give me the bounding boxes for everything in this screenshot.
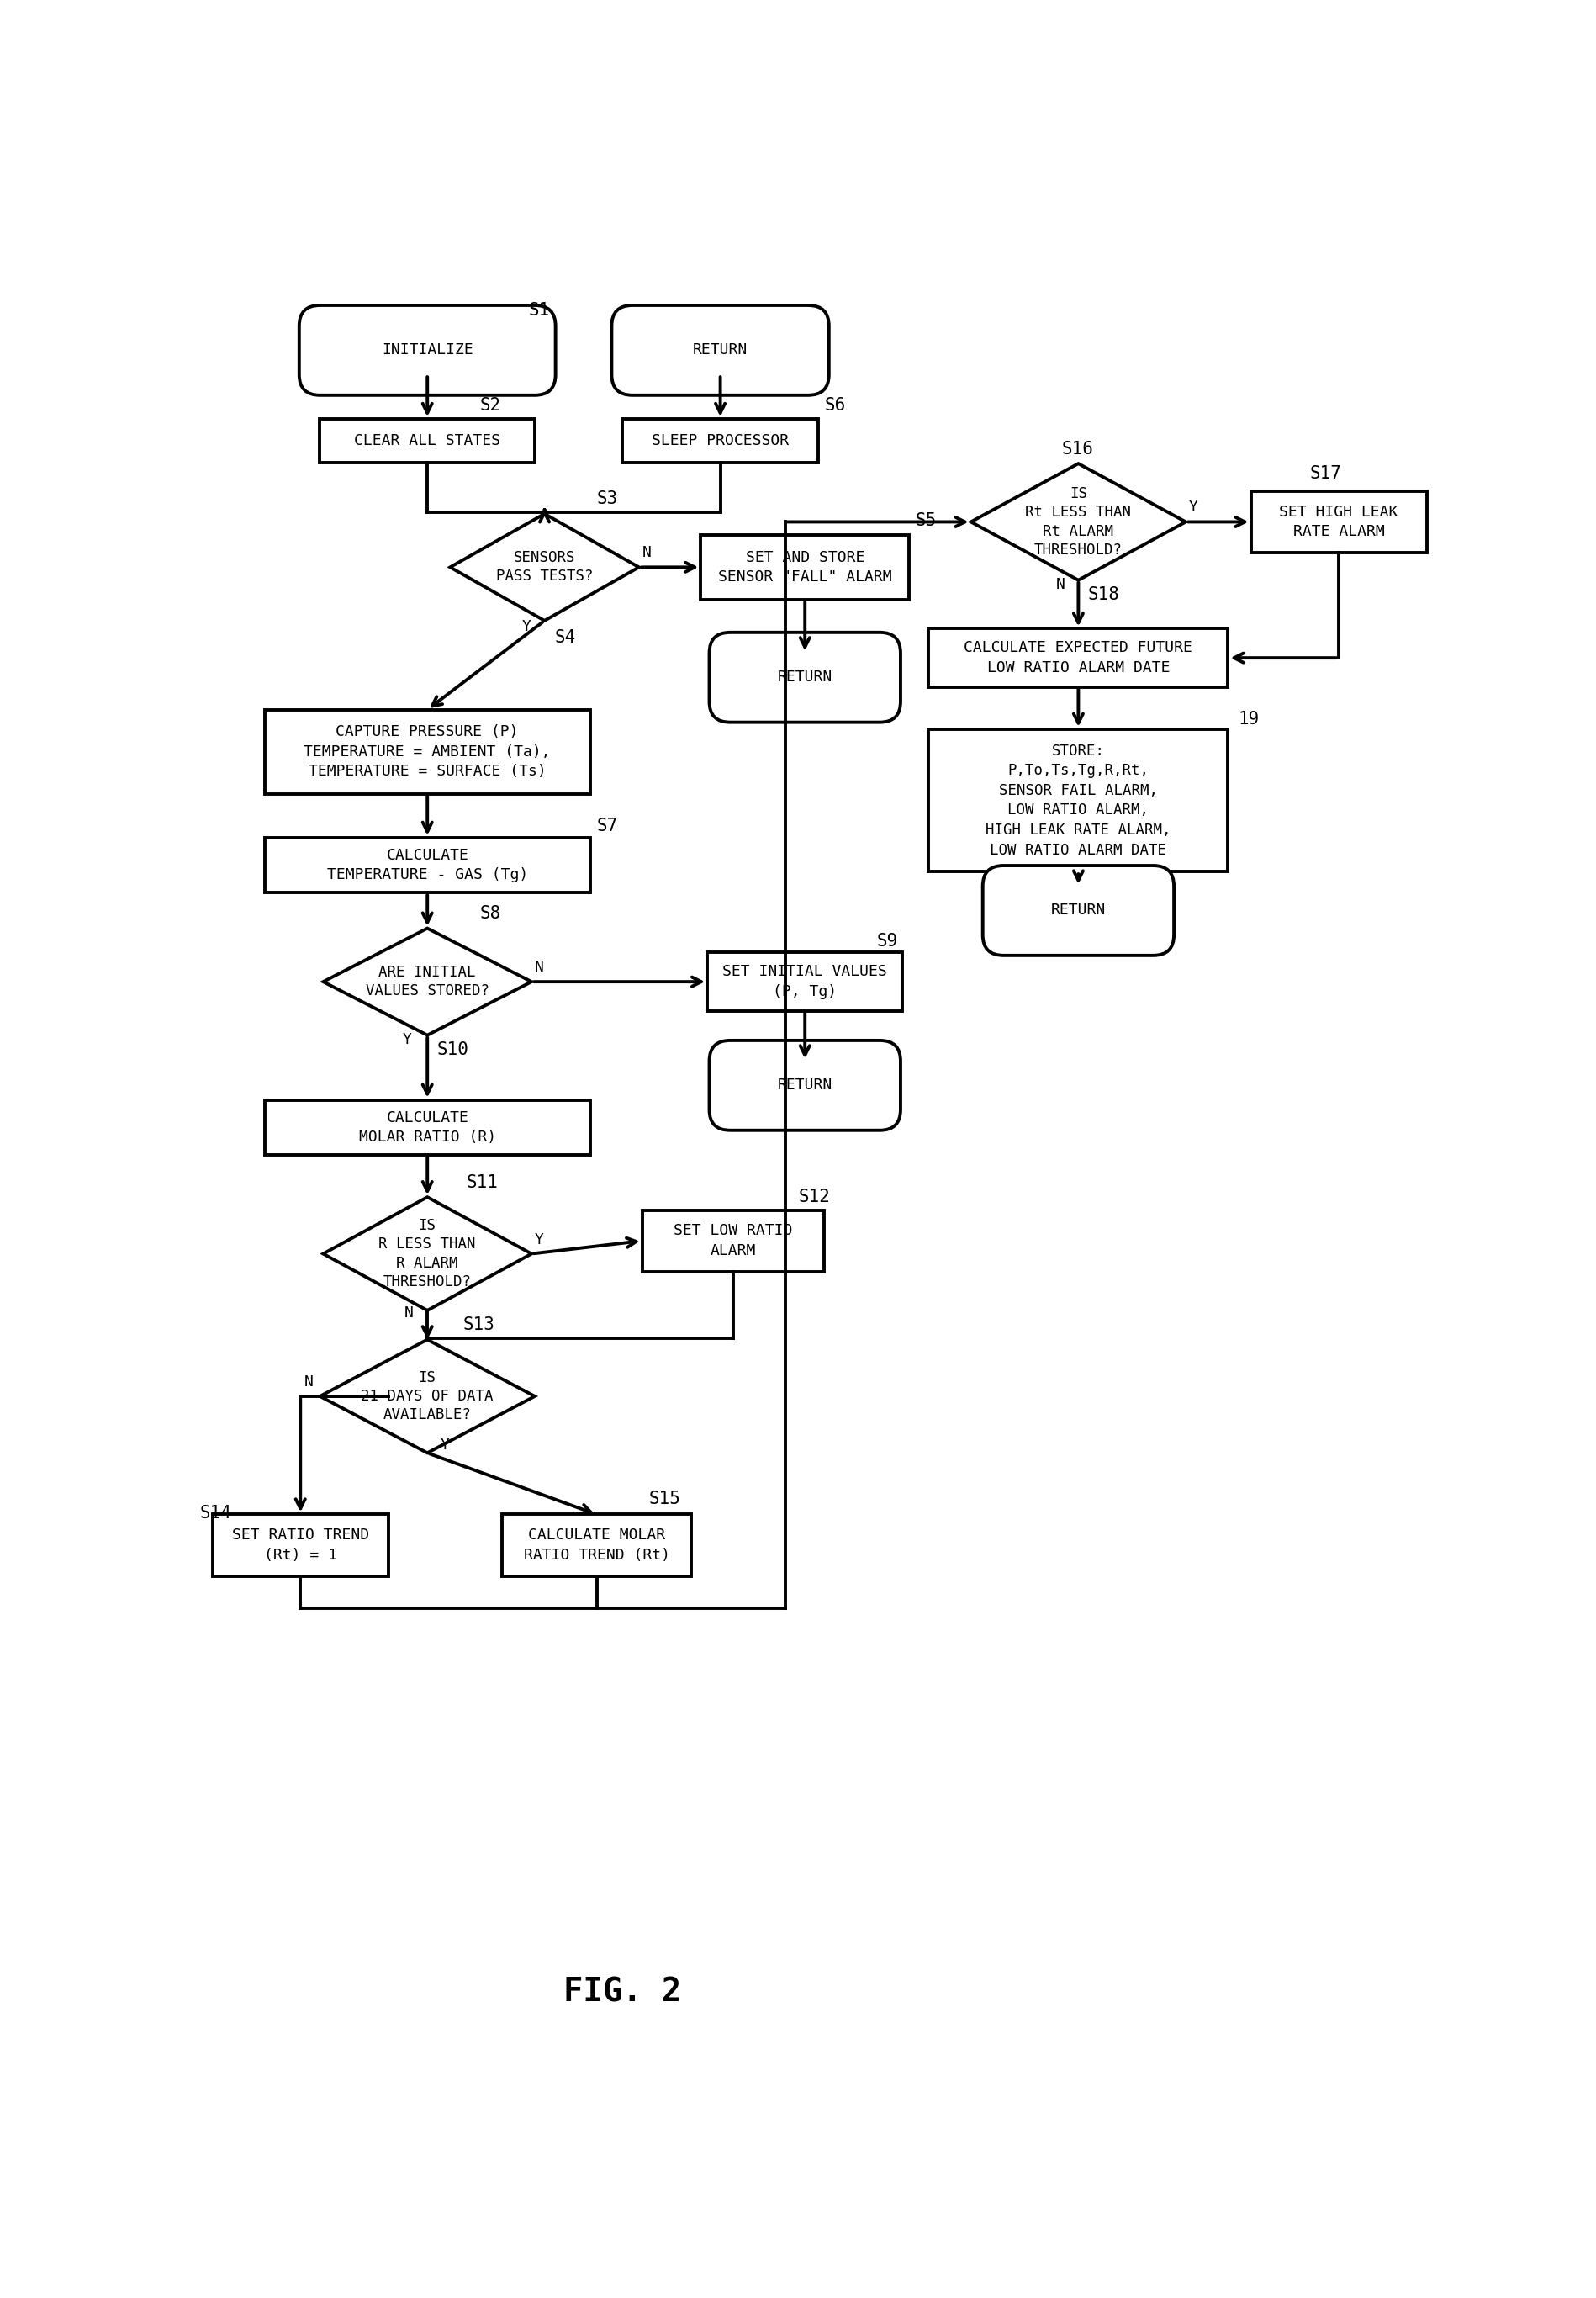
Text: IS
21 DAYS OF DATA
AVAILABLE?: IS 21 DAYS OF DATA AVAILABLE? bbox=[361, 1370, 493, 1422]
Text: INITIALIZE: INITIALIZE bbox=[381, 342, 472, 358]
Text: S3: S3 bbox=[597, 492, 618, 508]
FancyBboxPatch shape bbox=[709, 632, 900, 722]
Polygon shape bbox=[319, 1340, 535, 1452]
Text: STORE:
P,To,Ts,Tg,R,Rt,
SENSOR FAIL ALARM,
LOW RATIO ALARM,
HIGH LEAK RATE ALARM: STORE: P,To,Ts,Tg,R,Rt, SENSOR FAIL ALAR… bbox=[986, 742, 1171, 857]
Text: N: N bbox=[642, 545, 651, 561]
Polygon shape bbox=[322, 928, 531, 1034]
Text: Y: Y bbox=[535, 1232, 544, 1248]
Text: S1: S1 bbox=[528, 301, 549, 319]
Text: ARE INITIAL
VALUES STORED?: ARE INITIAL VALUES STORED? bbox=[365, 965, 488, 1000]
Text: S17: S17 bbox=[1309, 464, 1341, 483]
Text: SET RATIO TREND
(Rt) = 1: SET RATIO TREND (Rt) = 1 bbox=[231, 1528, 369, 1563]
Text: S11: S11 bbox=[466, 1174, 498, 1190]
Text: RETURN: RETURN bbox=[1050, 903, 1106, 919]
Text: Y: Y bbox=[440, 1436, 450, 1452]
FancyBboxPatch shape bbox=[707, 954, 903, 1011]
Text: SLEEP PROCESSOR: SLEEP PROCESSOR bbox=[651, 434, 788, 448]
Text: CLEAR ALL STATES: CLEAR ALL STATES bbox=[354, 434, 501, 448]
Text: S2: S2 bbox=[479, 398, 501, 414]
FancyBboxPatch shape bbox=[709, 1041, 900, 1131]
Text: RETURN: RETURN bbox=[777, 1078, 833, 1094]
FancyBboxPatch shape bbox=[503, 1514, 691, 1576]
Text: IS
R LESS THAN
R ALARM
THRESHOLD?: IS R LESS THAN R ALARM THRESHOLD? bbox=[378, 1218, 476, 1289]
Text: CALCULATE
MOLAR RATIO (R): CALCULATE MOLAR RATIO (R) bbox=[359, 1110, 496, 1144]
Text: N: N bbox=[535, 961, 544, 974]
FancyBboxPatch shape bbox=[319, 418, 535, 462]
Text: S6: S6 bbox=[825, 398, 846, 414]
Text: RETURN: RETURN bbox=[693, 342, 749, 358]
Text: FIG. 2: FIG. 2 bbox=[563, 1976, 681, 2008]
FancyBboxPatch shape bbox=[265, 839, 591, 892]
FancyBboxPatch shape bbox=[298, 306, 555, 395]
FancyBboxPatch shape bbox=[265, 1101, 591, 1156]
Text: CAPTURE PRESSURE (P)
TEMPERATURE = AMBIENT (Ta),
TEMPERATURE = SURFACE (Ts): CAPTURE PRESSURE (P) TEMPERATURE = AMBIE… bbox=[303, 724, 551, 779]
Text: RETURN: RETURN bbox=[777, 669, 833, 685]
Polygon shape bbox=[970, 464, 1186, 579]
Text: S13: S13 bbox=[463, 1317, 495, 1333]
Text: S10: S10 bbox=[437, 1041, 469, 1057]
Text: S8: S8 bbox=[479, 905, 501, 921]
Text: SENSORS
PASS TESTS?: SENSORS PASS TESTS? bbox=[496, 549, 594, 584]
FancyBboxPatch shape bbox=[701, 535, 910, 600]
Polygon shape bbox=[322, 1197, 531, 1310]
Text: N: N bbox=[1055, 577, 1065, 593]
Text: N: N bbox=[404, 1305, 413, 1321]
Text: S18: S18 bbox=[1088, 586, 1120, 602]
Text: S12: S12 bbox=[798, 1188, 830, 1204]
Text: SET INITIAL VALUES
(P, Tg): SET INITIAL VALUES (P, Tg) bbox=[723, 965, 887, 1000]
Text: SET LOW RATIO
ALARM: SET LOW RATIO ALARM bbox=[674, 1223, 793, 1259]
Text: Y: Y bbox=[402, 1032, 412, 1048]
FancyBboxPatch shape bbox=[1251, 492, 1427, 552]
Text: CALCULATE EXPECTED FUTURE
LOW RATIO ALARM DATE: CALCULATE EXPECTED FUTURE LOW RATIO ALAR… bbox=[964, 641, 1192, 676]
Text: S16: S16 bbox=[1061, 441, 1093, 457]
Text: CALCULATE
TEMPERATURE - GAS (Tg): CALCULATE TEMPERATURE - GAS (Tg) bbox=[327, 848, 528, 882]
Text: N: N bbox=[305, 1374, 313, 1390]
Text: S15: S15 bbox=[648, 1489, 680, 1507]
FancyBboxPatch shape bbox=[611, 306, 828, 395]
FancyBboxPatch shape bbox=[642, 1211, 825, 1271]
Text: IS
Rt LESS THAN
Rt ALARM
THRESHOLD?: IS Rt LESS THAN Rt ALARM THRESHOLD? bbox=[1025, 487, 1132, 558]
FancyBboxPatch shape bbox=[929, 630, 1227, 687]
FancyBboxPatch shape bbox=[265, 710, 591, 793]
FancyBboxPatch shape bbox=[929, 728, 1227, 871]
Text: SET AND STORE
SENSOR "FALL" ALARM: SET AND STORE SENSOR "FALL" ALARM bbox=[718, 549, 892, 584]
Text: SET HIGH LEAK
RATE ALARM: SET HIGH LEAK RATE ALARM bbox=[1280, 503, 1398, 540]
Text: S9: S9 bbox=[876, 933, 899, 949]
Text: S14: S14 bbox=[200, 1505, 231, 1521]
Text: S4: S4 bbox=[554, 630, 576, 646]
Polygon shape bbox=[450, 515, 638, 620]
Text: S5: S5 bbox=[916, 512, 937, 529]
Text: Y: Y bbox=[522, 618, 531, 634]
Text: 19: 19 bbox=[1238, 710, 1259, 728]
Text: CALCULATE MOLAR
RATIO TREND (Rt): CALCULATE MOLAR RATIO TREND (Rt) bbox=[523, 1528, 670, 1563]
Text: Y: Y bbox=[1189, 501, 1199, 515]
FancyBboxPatch shape bbox=[622, 418, 817, 462]
FancyBboxPatch shape bbox=[983, 866, 1175, 956]
Text: S7: S7 bbox=[597, 818, 618, 834]
FancyBboxPatch shape bbox=[212, 1514, 388, 1576]
